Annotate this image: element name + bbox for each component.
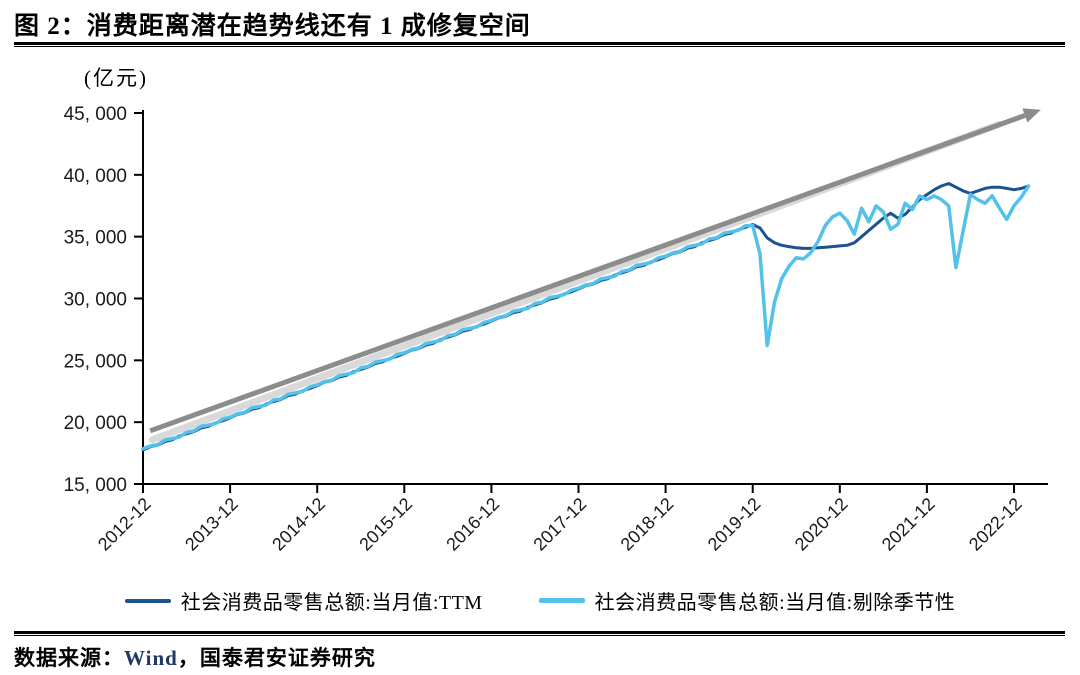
footer-rule-thin <box>14 635 1065 636</box>
legend-label-ttm: 社会消费品零售总额:当月值:TTM <box>180 592 483 614</box>
footer-rule-thick <box>14 631 1065 634</box>
data-source-suffix: ，国泰君安证券研究 <box>177 646 376 670</box>
x-tick-label: 2021-12 <box>878 494 939 555</box>
x-tick-label: 2016-12 <box>442 494 503 555</box>
y-tick-label: 15, 000 <box>64 475 127 496</box>
header-rule <box>14 42 1065 47</box>
y-tick-label: 25, 000 <box>64 351 127 372</box>
header-rule-thin <box>14 46 1065 47</box>
data-source-prefix: 数据来源： <box>14 646 124 670</box>
data-source-brand: Wind <box>124 646 178 670</box>
footer-rule <box>14 631 1065 636</box>
x-tick-label: 2020-12 <box>791 494 852 555</box>
legend-label-seasonally-adjusted: 社会消费品零售总额:当月值:剔除季节性 <box>594 592 956 614</box>
x-tick-label: 2015-12 <box>355 494 416 555</box>
y-tick-label: 45, 000 <box>64 104 127 125</box>
trend-arrow-line <box>149 113 1026 434</box>
data-source-note: 数据来源：Wind，国泰君安证券研究 <box>14 642 376 672</box>
header-rule-thick <box>14 42 1065 45</box>
x-tick-label: 2019-12 <box>704 494 765 555</box>
axes <box>142 110 1048 485</box>
x-tick-label: 2012-12 <box>94 494 155 555</box>
y-axis-unit-label: (亿元) <box>84 66 148 90</box>
x-tick-label: 2018-12 <box>617 494 678 555</box>
header-rule-gap <box>14 45 1065 46</box>
legend-item-seasonally-adjusted: 社会消费品零售总额:当月值:剔除季节性 <box>538 586 956 615</box>
x-tick-label: 2022-12 <box>965 494 1026 555</box>
x-tick-label: 2013-12 <box>181 494 242 555</box>
x-tick-label: 2014-12 <box>268 494 329 555</box>
y-tick-label: 30, 000 <box>64 290 127 311</box>
y-tick-label: 35, 000 <box>64 228 127 249</box>
y-tick-label: 40, 000 <box>64 166 127 187</box>
series-line-seasonally-adjusted <box>141 184 1031 451</box>
series-line-ttm <box>141 182 1030 452</box>
legend-swatch-ttm <box>124 598 171 603</box>
legend: 社会消费品零售总额:当月值:TTM 社会消费品零售总额:当月值:剔除季节性 <box>0 586 1080 615</box>
legend-item-ttm: 社会消费品零售总额:当月值:TTM <box>124 586 483 615</box>
footer-rule-gap <box>14 634 1065 635</box>
legend-swatch-seasonally-adjusted <box>538 598 585 603</box>
trend-arrow-head <box>1022 108 1041 123</box>
figure-title: 图 2：消费距离潜在趋势线还有 1 成修复空间 <box>14 13 531 40</box>
x-tick-label: 2017-12 <box>529 494 590 555</box>
y-tick-label: 20, 000 <box>64 413 127 434</box>
